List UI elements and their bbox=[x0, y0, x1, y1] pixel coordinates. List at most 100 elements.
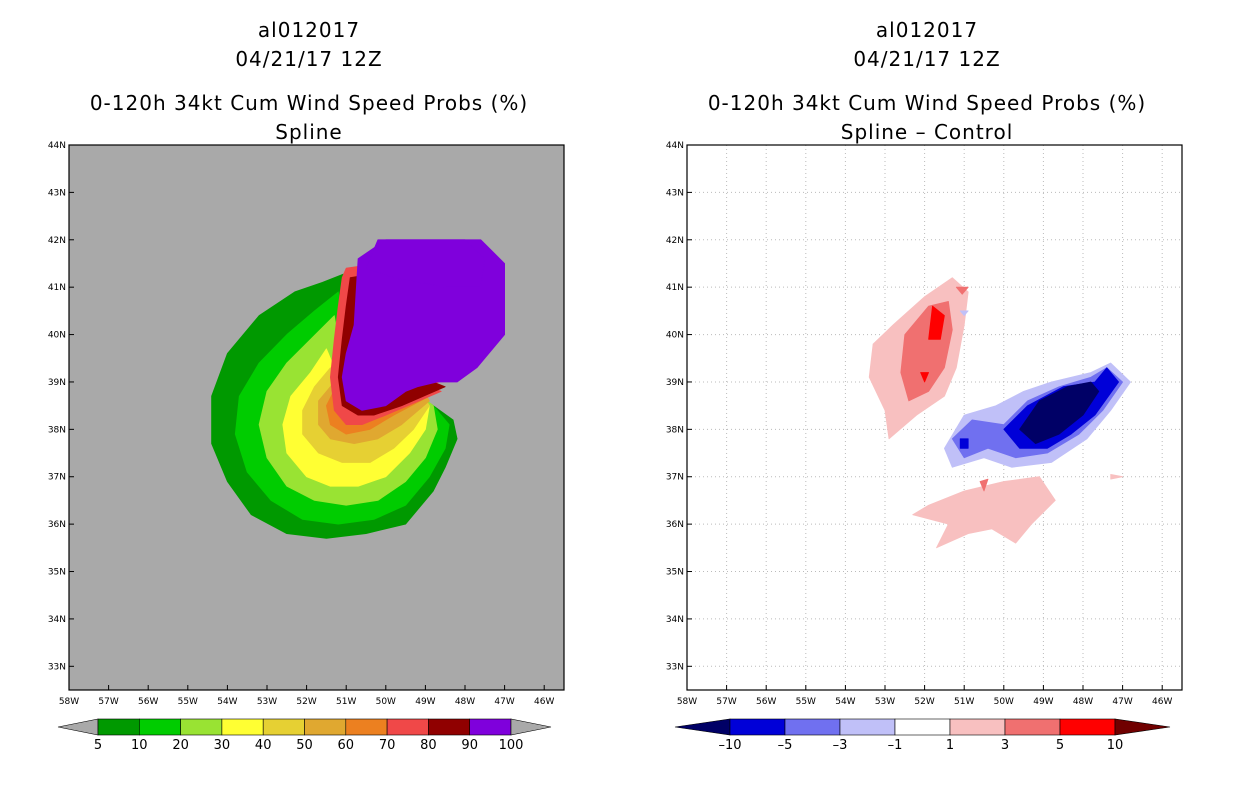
x-tick-label: 57W bbox=[98, 697, 118, 707]
contour-level-5 bbox=[928, 305, 945, 340]
y-tick-label: 36N bbox=[48, 520, 66, 530]
y-tick-label: 36N bbox=[666, 520, 684, 530]
x-tick-label: 52W bbox=[296, 697, 316, 707]
chart-title-storm-id: al012017 bbox=[257, 18, 361, 42]
colorbar-label: 100 bbox=[499, 738, 524, 753]
x-tick-label: 47W bbox=[494, 697, 514, 707]
x-tick-label: 55W bbox=[178, 697, 198, 707]
colorbar-swatch bbox=[386, 718, 429, 736]
colorbar-label: 3 bbox=[1001, 738, 1009, 753]
x-tick-label: 50W bbox=[376, 697, 396, 707]
x-tick-label: 53W bbox=[257, 697, 277, 707]
contour-level-1 bbox=[912, 476, 1056, 549]
contour-level-100 bbox=[365, 239, 486, 288]
x-tick-label: 55W bbox=[796, 697, 816, 707]
colorbar-label: 10 bbox=[131, 738, 148, 753]
y-tick-label: 44N bbox=[48, 141, 66, 151]
colorbar-label: 60 bbox=[338, 738, 355, 753]
x-tick-label: 48W bbox=[1073, 697, 1093, 707]
colorbar-label: –3 bbox=[833, 738, 848, 753]
left-chart-panel: al012017 04/21/17 12Z 0-120h 34kt Cum Wi… bbox=[48, 18, 565, 753]
x-tick-label: 57W bbox=[716, 697, 736, 707]
y-tick-label: 37N bbox=[48, 473, 66, 483]
x-tick-label: 56W bbox=[138, 697, 158, 707]
colorbar-swatch bbox=[1059, 718, 1116, 736]
colorbar-label: 80 bbox=[420, 738, 437, 753]
y-tick-label: 37N bbox=[666, 473, 684, 483]
colorbar-swatch bbox=[949, 718, 1006, 736]
colorbar-end-triangle bbox=[510, 718, 552, 736]
x-tick-label: 54W bbox=[217, 697, 237, 707]
colorbar-label: –10 bbox=[718, 738, 741, 753]
colorbar-label: 40 bbox=[255, 738, 272, 753]
x-tick-label: 48W bbox=[455, 697, 475, 707]
x-tick-label: 54W bbox=[835, 697, 855, 707]
y-tick-label: 43N bbox=[48, 188, 66, 198]
chart-subtitle: Spline bbox=[275, 120, 343, 144]
x-tick-label: 49W bbox=[415, 697, 435, 707]
colorbar-label: 5 bbox=[94, 738, 102, 753]
x-tick-label: 46W bbox=[534, 697, 554, 707]
x-tick-label: 51W bbox=[954, 697, 974, 707]
contour-level-5 bbox=[920, 372, 930, 383]
colorbar-swatch bbox=[1004, 718, 1061, 736]
contour-level-1 bbox=[1110, 473, 1124, 480]
colorbar-label: –5 bbox=[778, 738, 793, 753]
y-tick-label: 41N bbox=[48, 283, 66, 293]
chart-title-storm-id: al012017 bbox=[875, 18, 979, 42]
colorbar-label: –1 bbox=[888, 738, 903, 753]
y-tick-label: 35N bbox=[48, 568, 66, 578]
colorbar-label: 90 bbox=[461, 738, 478, 753]
y-tick-label: 38N bbox=[48, 425, 66, 435]
colorbar-swatch bbox=[180, 718, 223, 736]
y-tick-label: 38N bbox=[666, 425, 684, 435]
right-chart-panel: al012017 04/21/17 12Z 0-120h 34kt Cum Wi… bbox=[618, 0, 1236, 800]
y-tick-label: 42N bbox=[666, 236, 684, 246]
colorbar-start-triangle bbox=[57, 718, 99, 736]
probability-map: 58W 57W 56W 55W 54W 53W 52W 51W 50W 49W 48W 47W 46W 3… bbox=[48, 141, 565, 753]
y-tick-label: 35N bbox=[666, 568, 684, 578]
y-tick-label: 39N bbox=[666, 378, 684, 388]
colorbar-swatch bbox=[428, 718, 470, 736]
plot-frame bbox=[686, 144, 1183, 691]
y-tick-label: 34N bbox=[666, 615, 684, 625]
colorbar-swatch bbox=[97, 718, 140, 736]
x-tick-label: 52W bbox=[914, 697, 934, 707]
colorbar-label: 1 bbox=[946, 738, 954, 753]
y-tick-label: 44N bbox=[666, 141, 684, 151]
chart-title-product: 0-120h 34kt Cum Wind Speed Probs (%) bbox=[89, 91, 529, 115]
colorbar-swatch bbox=[839, 718, 896, 736]
y-tick-label: 33N bbox=[48, 662, 66, 672]
y-tick-label: 41N bbox=[666, 283, 684, 293]
chart-title-product: 0-120h 34kt Cum Wind Speed Probs (%) bbox=[707, 91, 1147, 115]
y-tick-label: 34N bbox=[48, 615, 66, 625]
x-tick-label: 58W bbox=[677, 697, 697, 707]
colorbar-swatch bbox=[729, 718, 786, 736]
colorbar-label: 10 bbox=[1107, 738, 1124, 753]
colorbar-start-triangle bbox=[674, 718, 731, 736]
colorbar-label: 70 bbox=[379, 738, 396, 753]
x-tick-label: 46W bbox=[1152, 697, 1172, 707]
y-tick-label: 39N bbox=[48, 378, 66, 388]
y-tick-label: 33N bbox=[666, 662, 684, 672]
colorbar-swatch bbox=[262, 718, 305, 736]
y-tick-label: 40N bbox=[48, 331, 66, 341]
y-tick-label: 43N bbox=[666, 188, 684, 198]
x-tick-label: 51W bbox=[336, 697, 356, 707]
x-tick-label: 49W bbox=[1033, 697, 1053, 707]
contour-level-neg5 bbox=[959, 438, 969, 449]
x-tick-label: 58W bbox=[59, 697, 79, 707]
difference-map: 58W 57W 56W 55W 54W 53W 52W 51W 50W 49W 48W 47W 46W 3… bbox=[666, 141, 1183, 753]
colorbar-swatch bbox=[894, 718, 951, 736]
chart-title-datetime: 04/21/17 12Z bbox=[235, 47, 383, 71]
y-tick-label: 40N bbox=[666, 331, 684, 341]
x-tick-label: 56W bbox=[756, 697, 776, 707]
x-tick-label: 50W bbox=[994, 697, 1014, 707]
colorbar-label: 20 bbox=[172, 738, 189, 753]
plot-frame bbox=[68, 144, 565, 691]
colorbar-swatch bbox=[469, 718, 512, 736]
x-tick-label: 47W bbox=[1112, 697, 1132, 707]
chart-title-datetime: 04/21/17 12Z bbox=[853, 47, 1001, 71]
contour-level-3 bbox=[955, 286, 969, 295]
colorbar-swatch bbox=[345, 718, 388, 736]
